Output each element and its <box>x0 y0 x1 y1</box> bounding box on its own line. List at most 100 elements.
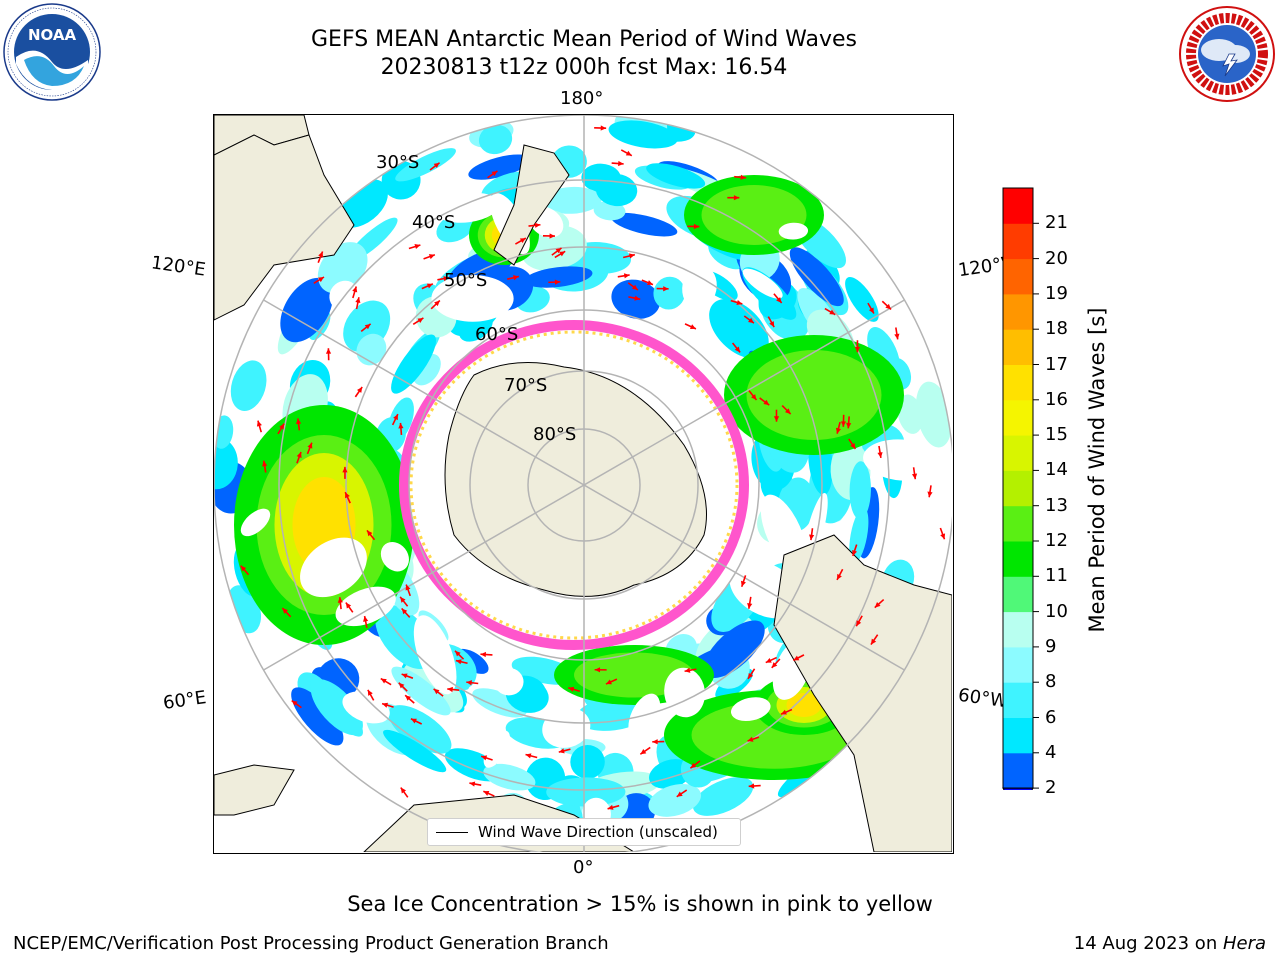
direction-arrowhead <box>765 657 772 663</box>
colorbar-tick-label: 20 <box>1045 247 1068 269</box>
direction-arrowhead <box>829 309 836 315</box>
direction-arrowhead <box>877 452 883 458</box>
colorbar-tick-label: 15 <box>1045 424 1068 446</box>
direction-arrowhead <box>410 718 417 724</box>
direction-arrowhead <box>771 662 778 668</box>
colorbar-tick-label: 19 <box>1045 282 1068 304</box>
direction-arrowhead <box>291 700 298 706</box>
colorbar-tick-label: 6 <box>1045 706 1057 728</box>
direction-arrowhead <box>747 736 754 742</box>
direction-arrowhead <box>568 686 575 692</box>
colorbar-band <box>1003 435 1033 471</box>
wave-period-patch <box>546 777 626 807</box>
wave-period-patch <box>542 707 591 748</box>
direction-arrowhead <box>400 787 407 794</box>
wave-period-patch <box>595 173 638 207</box>
wave-period-patch <box>391 666 451 716</box>
wave-period-patch <box>682 265 717 310</box>
direction-arrowhead <box>736 299 743 305</box>
colorbar-outline <box>1002 187 1034 789</box>
colorbar-tick-label: 8 <box>1045 671 1057 693</box>
direction-arrowhead <box>751 394 757 400</box>
wave-period-patch <box>391 334 436 394</box>
direction-arrowhead <box>240 565 247 572</box>
direction-arrowhead <box>401 673 408 679</box>
direction-arrowhead <box>366 530 373 537</box>
wave-period-patch <box>692 777 754 816</box>
colorbar-band <box>1003 576 1033 613</box>
direction-arrowhead <box>398 422 404 429</box>
direction-arrowhead <box>325 348 332 354</box>
footer-host: Hera <box>1222 933 1266 954</box>
direction-arrowhead <box>434 300 440 307</box>
wave-period-patch <box>611 212 678 237</box>
polar-map <box>213 114 954 854</box>
direction-arrowhead <box>480 651 487 658</box>
colorbar-tick-label: 18 <box>1045 318 1068 340</box>
direction-arrowhead <box>555 247 562 254</box>
wave-period-patch <box>214 437 238 490</box>
wave-period-patch <box>570 744 605 779</box>
longitude-label-60e: 60°E <box>161 687 208 714</box>
direction-arrowhead <box>894 333 900 340</box>
direction-arrowhead <box>414 244 421 250</box>
direction-arrowhead <box>747 602 753 609</box>
latitude-label-40s: 40°S <box>412 212 456 233</box>
direction-arrowhead <box>940 533 946 540</box>
direction-arrowhead <box>481 755 488 761</box>
colorbar-tick-label: 10 <box>1045 600 1068 622</box>
wave-period-patch <box>468 154 531 180</box>
wave-period-patch <box>730 697 771 722</box>
direction-arrowhead <box>426 283 433 289</box>
wave-period-patch <box>648 783 702 817</box>
direction-arrowhead <box>911 473 918 480</box>
direction-arrowhead <box>558 748 565 754</box>
national-weather-service-logo <box>1179 6 1275 102</box>
direction-arrowhead <box>433 162 440 169</box>
direction-arrowhead <box>559 251 566 257</box>
direction-arrowhead <box>405 695 411 701</box>
direction-arrowhead <box>784 408 791 415</box>
wave-period-patch <box>863 439 942 481</box>
land-new-zealand <box>493 144 570 266</box>
direction-arrowhead <box>282 608 288 614</box>
direction-arrowhead <box>846 422 852 429</box>
longitude-label-0: 0° <box>573 857 594 878</box>
direction-arrowhead <box>342 466 348 473</box>
direction-arrowhead <box>355 297 361 304</box>
wave-period-patch <box>240 508 271 537</box>
colorbar-band <box>1003 752 1033 789</box>
noaa-logo: NOAA <box>3 3 101 101</box>
wave-period-patch <box>574 652 694 698</box>
colorbar-tick-label: 2 <box>1045 777 1057 799</box>
direction-arrowhead <box>600 125 607 131</box>
wave-period-patch <box>494 667 524 696</box>
colorbar-tick-label: 13 <box>1045 494 1068 516</box>
wind-wave-direction-arrows <box>240 125 946 810</box>
direction-arrowhead <box>400 596 406 603</box>
direction-arrowhead <box>809 534 815 541</box>
direction-arrowhead <box>769 321 775 328</box>
wave-period-patch <box>383 729 447 773</box>
wave-period-patch <box>380 541 409 572</box>
direction-arrowhead <box>693 223 700 230</box>
direction-arrowhead <box>256 420 262 427</box>
wave-period-patch <box>786 693 822 717</box>
direction-arrowhead <box>763 399 770 406</box>
direction-arrowhead <box>646 280 653 286</box>
direction-arrowhead <box>840 421 847 427</box>
direction-arrowhead <box>740 174 747 180</box>
direction-arrowhead <box>870 638 877 645</box>
colorbar-tick-label: 4 <box>1045 741 1057 763</box>
wave-period-patch <box>541 186 602 214</box>
footer-date: 14 Aug 2023 on Hera <box>1074 933 1266 954</box>
direction-arrowhead <box>455 659 462 665</box>
direction-arrowhead <box>405 584 411 591</box>
direction-arrowhead <box>652 739 658 745</box>
direction-arrowhead <box>554 279 561 285</box>
direction-arrowhead <box>776 297 782 303</box>
colorbar-tick-label: 17 <box>1045 353 1068 375</box>
wave-period-patch <box>778 222 809 240</box>
direction-arrowhead <box>401 608 408 615</box>
direction-arrowhead <box>380 678 387 684</box>
